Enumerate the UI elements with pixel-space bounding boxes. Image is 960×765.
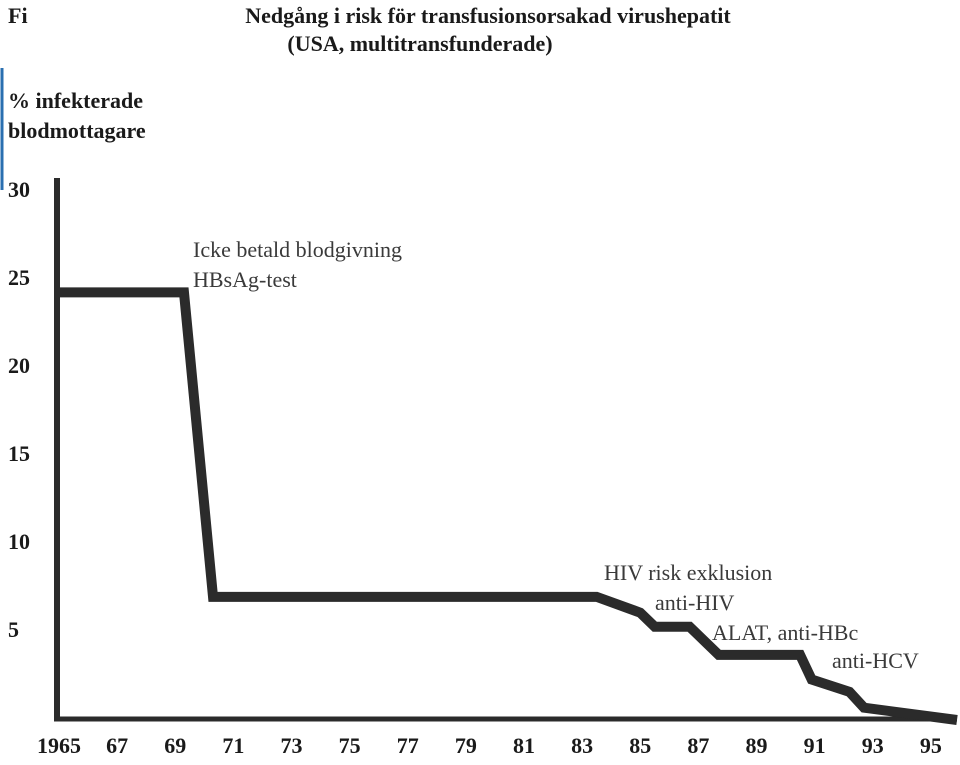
annotation: anti-HIV xyxy=(655,590,735,615)
y-tick-label: 5 xyxy=(8,617,19,642)
y-tick-label: 15 xyxy=(8,441,30,466)
x-tick-label: 87 xyxy=(687,733,709,758)
annotation: ALAT, anti-HBc xyxy=(712,620,858,645)
x-tick-label: 81 xyxy=(513,733,535,758)
y-axis-label: blodmottagare xyxy=(8,118,146,143)
annotation: Icke betald blodgivning xyxy=(193,237,402,262)
y-tick-label: 25 xyxy=(8,265,30,290)
x-tick-label: 89 xyxy=(745,733,767,758)
x-tick-label: 77 xyxy=(397,733,419,758)
annotation: anti-HCV xyxy=(832,648,919,673)
y-tick-label: 10 xyxy=(8,529,30,554)
annotation: HIV risk exklusion xyxy=(604,560,772,585)
x-tick-label: 91 xyxy=(804,733,826,758)
x-tick-label: 1965 xyxy=(37,733,81,758)
x-tick-label: 93 xyxy=(862,733,884,758)
y-axis-label: % infekterade xyxy=(8,88,143,113)
y-tick-label: 20 xyxy=(8,353,30,378)
x-tick-label: 71 xyxy=(222,733,244,758)
x-tick-label: 79 xyxy=(455,733,477,758)
x-tick-label: 83 xyxy=(571,733,593,758)
chart-title: Nedgång i risk för transfusionsorsakad v… xyxy=(245,3,731,28)
annotation: HBsAg-test xyxy=(193,267,297,292)
chart-title: (USA, multitransfunderade) xyxy=(287,31,552,56)
y-tick-label: 30 xyxy=(8,177,30,202)
x-tick-label: 85 xyxy=(629,733,651,758)
corner-label: Fi xyxy=(8,3,28,28)
x-tick-label: 73 xyxy=(280,733,302,758)
data-line xyxy=(59,287,958,725)
x-tick-label: 67 xyxy=(106,733,128,758)
x-tick-label: 69 xyxy=(164,733,186,758)
x-tick-label: 95 xyxy=(920,733,942,758)
x-tick-label: 75 xyxy=(339,733,361,758)
